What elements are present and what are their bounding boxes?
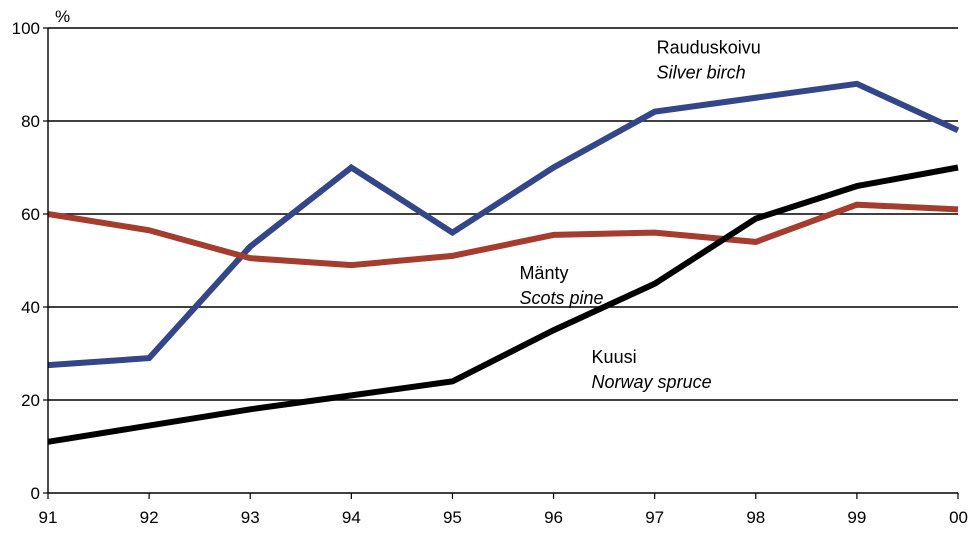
y-tick-label-80: 80 — [21, 112, 40, 131]
series-label-en-1: Silver birch — [657, 63, 746, 83]
series-label-1: Rauduskoivu — [657, 38, 761, 58]
y-tick-label-60: 60 — [21, 205, 40, 224]
x-tick-label-95: 95 — [443, 508, 462, 527]
x-tick-label-00: 00 — [949, 508, 968, 527]
y-tick-label-40: 40 — [21, 298, 40, 317]
x-tick-label-96: 96 — [544, 508, 563, 527]
series-lines — [47, 80, 960, 445]
series-label-2: Mänty — [519, 263, 568, 283]
y-tick-label-100: 100 — [12, 19, 40, 38]
series-label-en-2: Scots pine — [519, 288, 603, 308]
x-tick-label-93: 93 — [241, 508, 260, 527]
x-tick-label-99: 99 — [847, 508, 866, 527]
series-line-1 — [47, 80, 960, 369]
x-tick-label-92: 92 — [140, 508, 159, 527]
series-labels: Rauduskoivu Silver birch Mänty Scots pine Ku… — [519, 38, 760, 392]
series-label-en-3: Norway spruce — [592, 372, 712, 392]
series-line-3 — [47, 164, 959, 445]
x-tick-label-94: 94 — [342, 508, 361, 527]
x-tick-label-91: 91 — [39, 508, 58, 527]
gridlines — [48, 27, 958, 494]
y-tick-label-0: 0 — [31, 484, 40, 503]
x-tick-label-97: 97 — [645, 508, 664, 527]
series-line-2 — [47, 201, 959, 269]
series-label-3: Kuusi — [592, 347, 637, 367]
y-tick-label-20: 20 — [21, 391, 40, 410]
x-tick-label-98: 98 — [746, 508, 765, 527]
y-axis-unit-label: % — [55, 7, 70, 26]
axes: 0 20 40 60 80 100 91 92 93 94 95 96 97 98 99 00 — [12, 19, 968, 527]
